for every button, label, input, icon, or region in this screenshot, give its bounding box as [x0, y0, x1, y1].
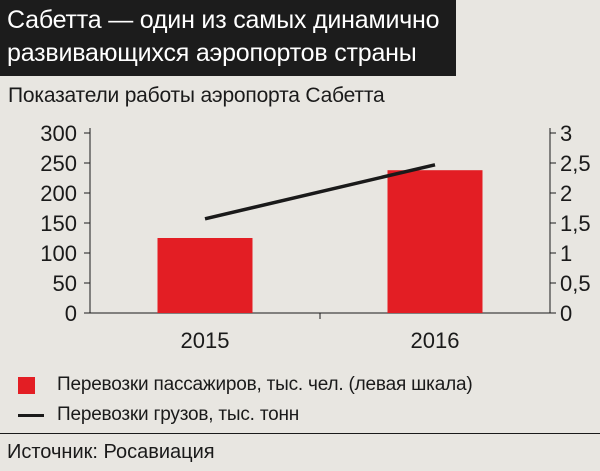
legend-label-passengers: Перевозки пассажиров, тыс. чел. (левая ш…	[57, 374, 473, 395]
chart: 0 50 100 150 200 250 300 0 0,5 1 1,5 2 2,5 3 2015 2016	[40, 121, 591, 353]
legend-item-cargo: Перевозки грузов, тыс. тонн	[18, 400, 472, 430]
right-axis-tick-label: 2	[560, 181, 572, 206]
left-axis-tick-label: 250	[40, 151, 77, 176]
right-axis-tick-label: 0	[560, 301, 572, 326]
chart-subtitle: Показатели работы аэропорта Сабетта	[8, 84, 385, 107]
headline: Сабетта — один из самых динамично развив…	[0, 0, 456, 76]
bar-passengers	[387, 170, 483, 313]
right-axis-tick-label: 1	[560, 241, 572, 266]
x-axis-category-label: 2016	[411, 328, 460, 353]
right-axis-tick-label: 0,5	[560, 271, 591, 296]
headline-line-2: развивающихся аэропортов страны	[7, 39, 417, 67]
headline-line-1: Сабетта — один из самых динамично	[7, 6, 440, 34]
left-axis-tick-label: 200	[40, 181, 77, 206]
legend-swatch-bar	[18, 376, 35, 394]
x-axis-category-label: 2015	[181, 328, 230, 353]
right-axis-tick-label: 1,5	[560, 211, 591, 236]
legend: Перевозки пассажиров, тыс. чел. (левая ш…	[18, 370, 473, 430]
right-axis-tick-label: 2,5	[560, 151, 591, 176]
bar-passengers	[157, 238, 253, 313]
left-axis-tick-label: 100	[40, 241, 77, 266]
line-cargo	[204, 163, 436, 221]
source-divider	[0, 433, 600, 434]
legend-label-cargo: Перевозки грузов, тыс. тонн	[57, 404, 300, 425]
legend-swatch-line	[18, 413, 44, 417]
left-axis-tick-label: 0	[65, 301, 77, 326]
left-axis-tick-label: 150	[40, 211, 77, 236]
left-axis-tick-label: 50	[53, 271, 77, 296]
source-note: Источник: Росавиация	[7, 441, 215, 463]
left-axis-tick-label: 300	[40, 121, 77, 146]
right-axis-tick-label: 3	[560, 121, 572, 146]
legend-item-passengers: Перевозки пассажиров, тыс. чел. (левая ш…	[18, 370, 473, 400]
